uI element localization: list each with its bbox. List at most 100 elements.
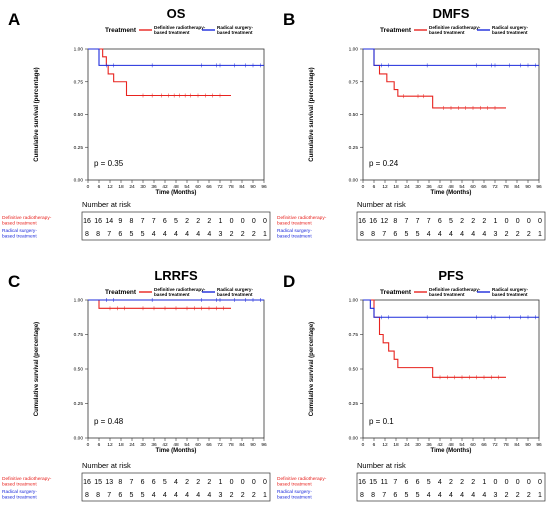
x-tick-label: 12 bbox=[107, 184, 113, 190]
risk-table-frame bbox=[81, 211, 271, 241]
x-tick-label: 60 bbox=[195, 184, 201, 190]
risk-count-radiotherapy: 2 bbox=[185, 479, 189, 486]
x-tick-label: 96 bbox=[536, 442, 542, 448]
x-tick-label: 60 bbox=[470, 184, 476, 190]
risk-count-surgery: 5 bbox=[130, 492, 134, 499]
risk-table-title: Number at risk bbox=[357, 461, 406, 470]
legend: Treatment Definitive radiotherapy-based t… bbox=[380, 287, 528, 297]
y-tick-label: 1.00 bbox=[74, 47, 84, 53]
risk-count-surgery: 4 bbox=[196, 492, 200, 499]
risk-row-label-radiotherapy: based treatment bbox=[2, 482, 37, 488]
risk-count-radiotherapy: 9 bbox=[118, 218, 122, 225]
y-tick-label: 1.00 bbox=[349, 47, 359, 53]
risk-count-surgery: 4 bbox=[185, 492, 189, 499]
risk-count-surgery: 8 bbox=[96, 231, 100, 238]
x-tick-label: 30 bbox=[140, 442, 146, 448]
risk-count-radiotherapy: 6 bbox=[152, 479, 156, 486]
risk-count-radiotherapy: 0 bbox=[505, 479, 509, 486]
x-tick-label: 36 bbox=[151, 184, 157, 190]
risk-count-surgery: 5 bbox=[405, 492, 409, 499]
y-axis-label: Cumulative survival (percentage) bbox=[309, 67, 315, 161]
risk-count-surgery: 6 bbox=[393, 231, 397, 238]
x-tick-label: 42 bbox=[437, 442, 443, 448]
risk-count-radiotherapy: 7 bbox=[416, 218, 420, 225]
risk-count-radiotherapy: 5 bbox=[449, 218, 453, 225]
y-tick-label: 0.00 bbox=[74, 436, 84, 442]
x-tick-label: 90 bbox=[525, 184, 531, 190]
risk-count-radiotherapy: 5 bbox=[174, 218, 178, 225]
x-tick-label: 54 bbox=[184, 184, 190, 190]
risk-count-radiotherapy: 0 bbox=[505, 218, 509, 225]
x-tick-label: 12 bbox=[107, 442, 113, 448]
panel-letter: C bbox=[8, 272, 20, 291]
x-tick-label: 24 bbox=[129, 442, 135, 448]
risk-count-radiotherapy: 13 bbox=[105, 479, 113, 486]
x-axis-label: Time (Months) bbox=[156, 190, 197, 196]
y-tick-label: 0.25 bbox=[74, 401, 84, 407]
x-tick-label: 6 bbox=[98, 442, 101, 448]
risk-count-radiotherapy: 11 bbox=[381, 479, 388, 486]
risk-count-radiotherapy: 1 bbox=[482, 479, 486, 486]
panel-b: B DMFS Treatment Definitive radiotherapy-ba… bbox=[277, 6, 546, 241]
x-tick-label: 48 bbox=[448, 184, 454, 190]
legend-label-blue-2: based treatment bbox=[217, 30, 253, 35]
risk-count-radiotherapy: 6 bbox=[416, 479, 420, 486]
risk-count-surgery: 4 bbox=[449, 231, 453, 238]
risk-count-surgery: 3 bbox=[494, 231, 498, 238]
risk-count-surgery: 2 bbox=[230, 492, 234, 499]
risk-count-surgery: 5 bbox=[130, 231, 134, 238]
risk-count-surgery: 8 bbox=[96, 492, 100, 499]
x-axis-label: Time (Months) bbox=[431, 190, 472, 196]
y-tick-label: 0.25 bbox=[349, 401, 359, 407]
series-line-radiotherapy bbox=[363, 48, 506, 109]
legend-label-red-1: Definitive radiotherapy- bbox=[429, 287, 481, 292]
chart-title: OS bbox=[167, 6, 186, 21]
risk-table-title: Number at risk bbox=[82, 461, 131, 470]
risk-count-surgery: 2 bbox=[241, 231, 245, 238]
x-tick-label: 6 bbox=[373, 442, 376, 448]
x-tick-label: 42 bbox=[162, 184, 168, 190]
x-tick-label: 66 bbox=[481, 442, 487, 448]
chart-title: LRRFS bbox=[154, 268, 198, 283]
chart-title: PFS bbox=[438, 268, 464, 283]
risk-table-frame bbox=[356, 472, 546, 502]
risk-count-radiotherapy: 0 bbox=[516, 218, 520, 225]
risk-count-radiotherapy: 7 bbox=[427, 218, 431, 225]
risk-count-surgery: 4 bbox=[460, 231, 464, 238]
legend-label-blue-2: based treatment bbox=[217, 292, 253, 297]
x-tick-label: 72 bbox=[217, 184, 223, 190]
x-tick-label: 90 bbox=[525, 442, 531, 448]
legend-label-blue-1: Radical surgery- bbox=[217, 287, 253, 292]
legend-label-blue-1: Radical surgery- bbox=[217, 25, 253, 30]
risk-count-radiotherapy: 16 bbox=[358, 479, 366, 486]
risk-count-surgery: 4 bbox=[163, 231, 167, 238]
legend-title: Treatment bbox=[380, 289, 412, 296]
panel-c: C LRRFS Treatment Definitive radiotherapy-b… bbox=[2, 268, 271, 502]
y-axis-label: Cumulative survival (percentage) bbox=[34, 322, 40, 416]
x-tick-label: 48 bbox=[173, 184, 179, 190]
x-tick-label: 72 bbox=[492, 442, 498, 448]
y-tick-label: 0.75 bbox=[349, 332, 359, 338]
risk-count-surgery: 2 bbox=[505, 492, 509, 499]
risk-count-surgery: 4 bbox=[174, 231, 178, 238]
risk-count-surgery: 3 bbox=[219, 492, 223, 499]
x-tick-label: 72 bbox=[492, 184, 498, 190]
x-tick-label: 36 bbox=[151, 442, 157, 448]
x-axis-label: Time (Months) bbox=[156, 448, 197, 454]
risk-count-surgery: 4 bbox=[152, 492, 156, 499]
x-tick-label: 60 bbox=[470, 442, 476, 448]
risk-count-surgery: 2 bbox=[516, 492, 520, 499]
risk-count-surgery: 4 bbox=[207, 231, 211, 238]
legend-label-blue-1: Radical surgery- bbox=[492, 287, 528, 292]
legend-label-red-2: based treatment bbox=[429, 30, 465, 35]
legend-title: Treatment bbox=[105, 289, 137, 296]
x-tick-label: 78 bbox=[503, 442, 509, 448]
y-tick-label: 0.50 bbox=[74, 112, 84, 118]
risk-count-surgery: 2 bbox=[527, 231, 531, 238]
x-tick-label: 24 bbox=[129, 184, 135, 190]
legend-label-red-2: based treatment bbox=[154, 292, 190, 297]
p-value: p = 0.48 bbox=[94, 417, 124, 426]
risk-row-label-radiotherapy: Definitive radiotherapy- bbox=[277, 215, 327, 221]
x-tick-label: 6 bbox=[373, 184, 376, 190]
